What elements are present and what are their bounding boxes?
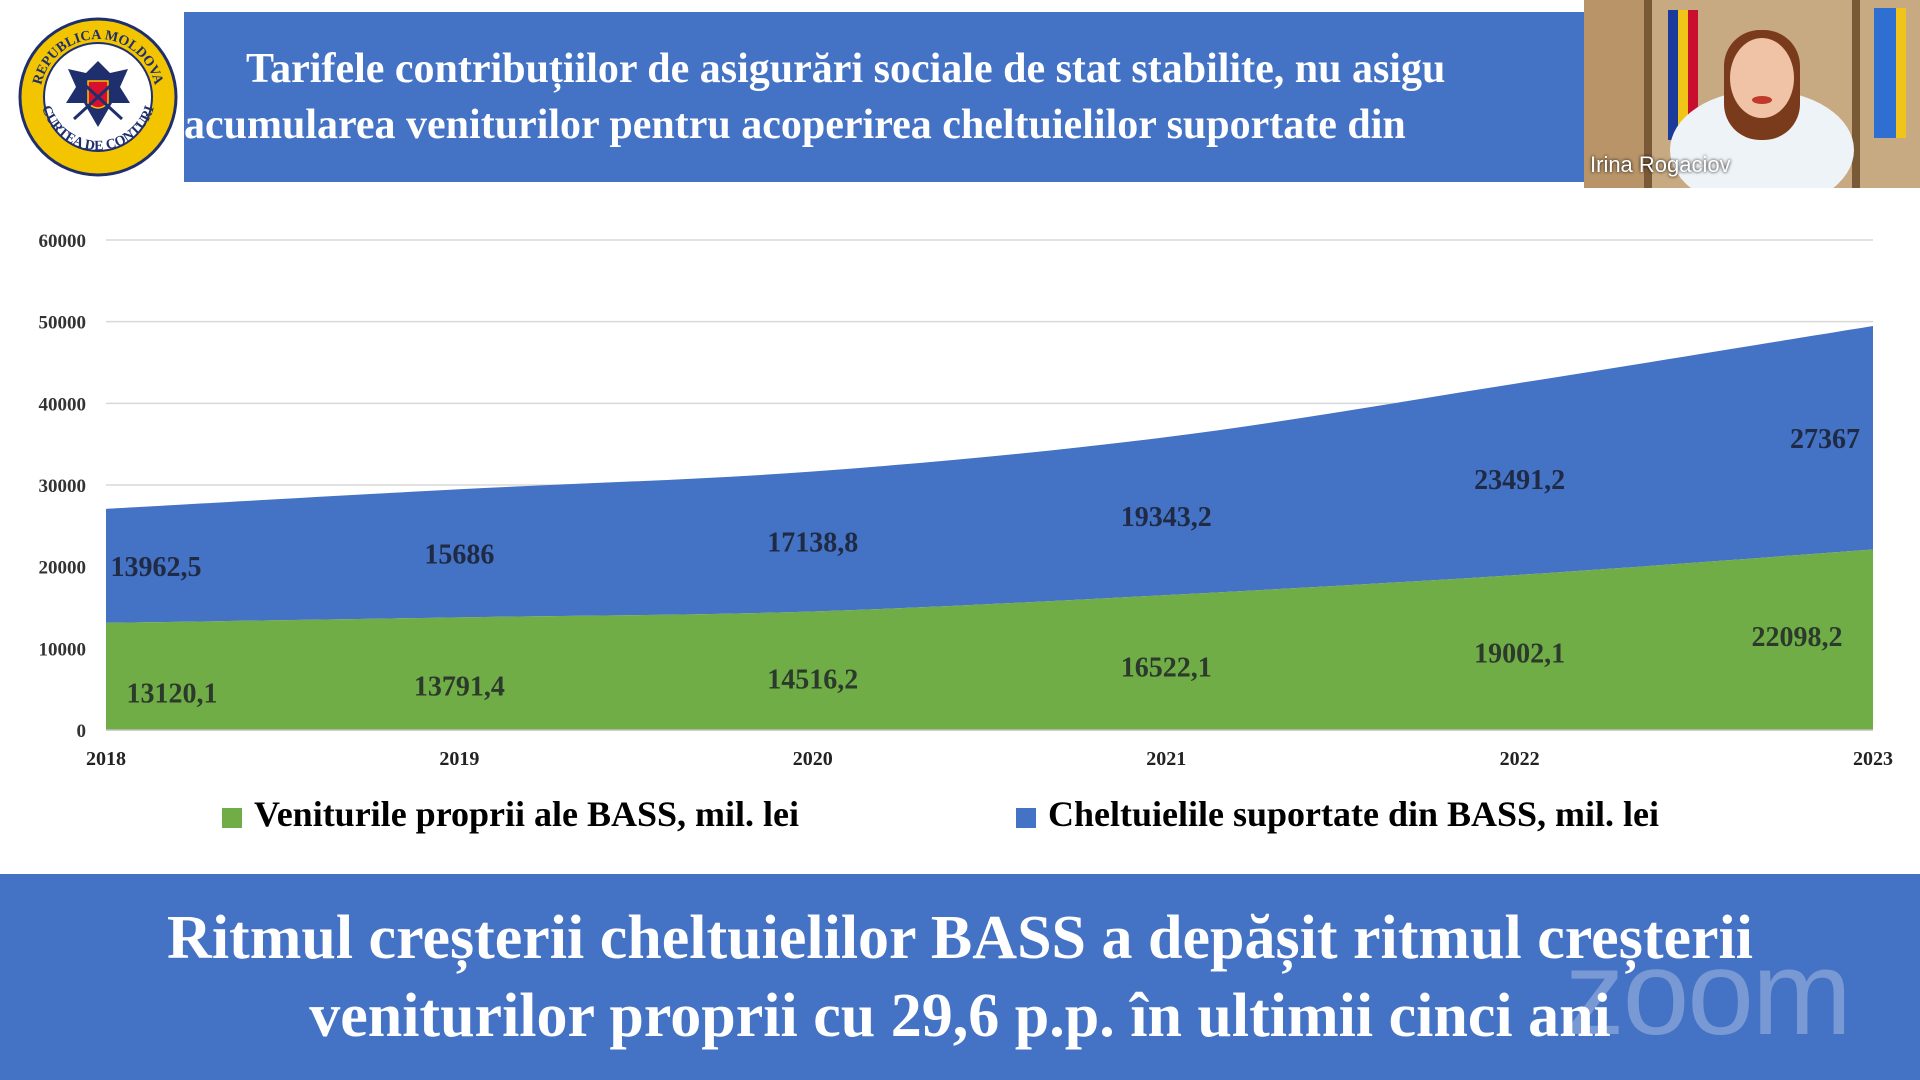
legend-swatch-expenses	[1016, 808, 1036, 828]
x-tick-label: 2019	[439, 748, 479, 770]
income-data-label: 13120,1	[127, 678, 218, 709]
income-data-label: 14516,2	[767, 665, 858, 696]
conclusion-line1: Ritmul creșterii cheltuielilor BASS a de…	[167, 904, 1753, 972]
slide-conclusion: Ritmul creșterii cheltuielilor BASS a de…	[0, 874, 1920, 1080]
series-area-income	[106, 549, 1873, 730]
slide-title-line2: acumularea veniturilor pentru acoperirea…	[184, 102, 1406, 148]
slide-header: REPUBLICA MOLDOVA CURTEA DE CONTURI Tari…	[12, 12, 1588, 182]
x-tick-label: 2023	[1853, 748, 1893, 770]
income-data-label: 19002,1	[1474, 638, 1565, 669]
slide-title-line1: Tarifele contribuțiilor de asigurări soc…	[246, 46, 1446, 92]
expense-data-label: 19343,2	[1121, 502, 1212, 533]
x-tick-label: 2020	[793, 748, 833, 770]
x-tick-label: 2022	[1500, 748, 1540, 770]
x-tick-label: 2021	[1146, 748, 1186, 770]
y-tick-label: 30000	[39, 476, 87, 497]
series-area-expenses	[106, 326, 1873, 623]
y-tick-label: 0	[77, 721, 87, 742]
participant-name-label: Irina Rogaciov	[1590, 152, 1731, 177]
income-data-label: 13791,4	[414, 672, 505, 703]
y-tick-label: 50000	[39, 313, 87, 334]
expense-data-label: 13962,5	[111, 552, 202, 583]
x-tick-label: 2018	[86, 748, 126, 770]
income-data-label: 16522,1	[1121, 653, 1212, 684]
expense-data-label: 23491,2	[1474, 465, 1565, 496]
legend-label-expenses: Cheltuielile suportate din BASS, mil. le…	[1048, 794, 1659, 834]
expense-data-label: 17138,8	[767, 527, 858, 558]
y-tick-label: 40000	[39, 394, 87, 415]
zoom-watermark: zoom	[1564, 926, 1852, 1060]
slide-title: Tarifele contribuțiilor de asigurări soc…	[184, 12, 1588, 182]
legend-swatch-income	[222, 808, 242, 828]
participant-video-tile[interactable]: Irina Rogaciov	[1584, 0, 1920, 188]
income-expense-area-chart: 0 10000 20000 30000 40000 50000 60000 2018 2019 2…	[39, 231, 1894, 834]
y-tick-label: 60000	[39, 231, 87, 252]
expense-data-label: 15686	[424, 539, 494, 570]
y-tick-label: 10000	[39, 639, 87, 660]
court-of-accounts-logo: REPUBLICA MOLDOVA CURTEA DE CONTURI	[12, 12, 184, 182]
expense-data-label: 27367	[1790, 424, 1860, 455]
legend-label-income: Veniturile proprii ale BASS, mil. lei	[254, 794, 799, 834]
conclusion-line2: veniturilor proprii cu 29,6 p.p. în ulti…	[309, 982, 1611, 1050]
income-data-label: 22098,2	[1752, 622, 1843, 653]
y-tick-label: 20000	[39, 558, 87, 579]
